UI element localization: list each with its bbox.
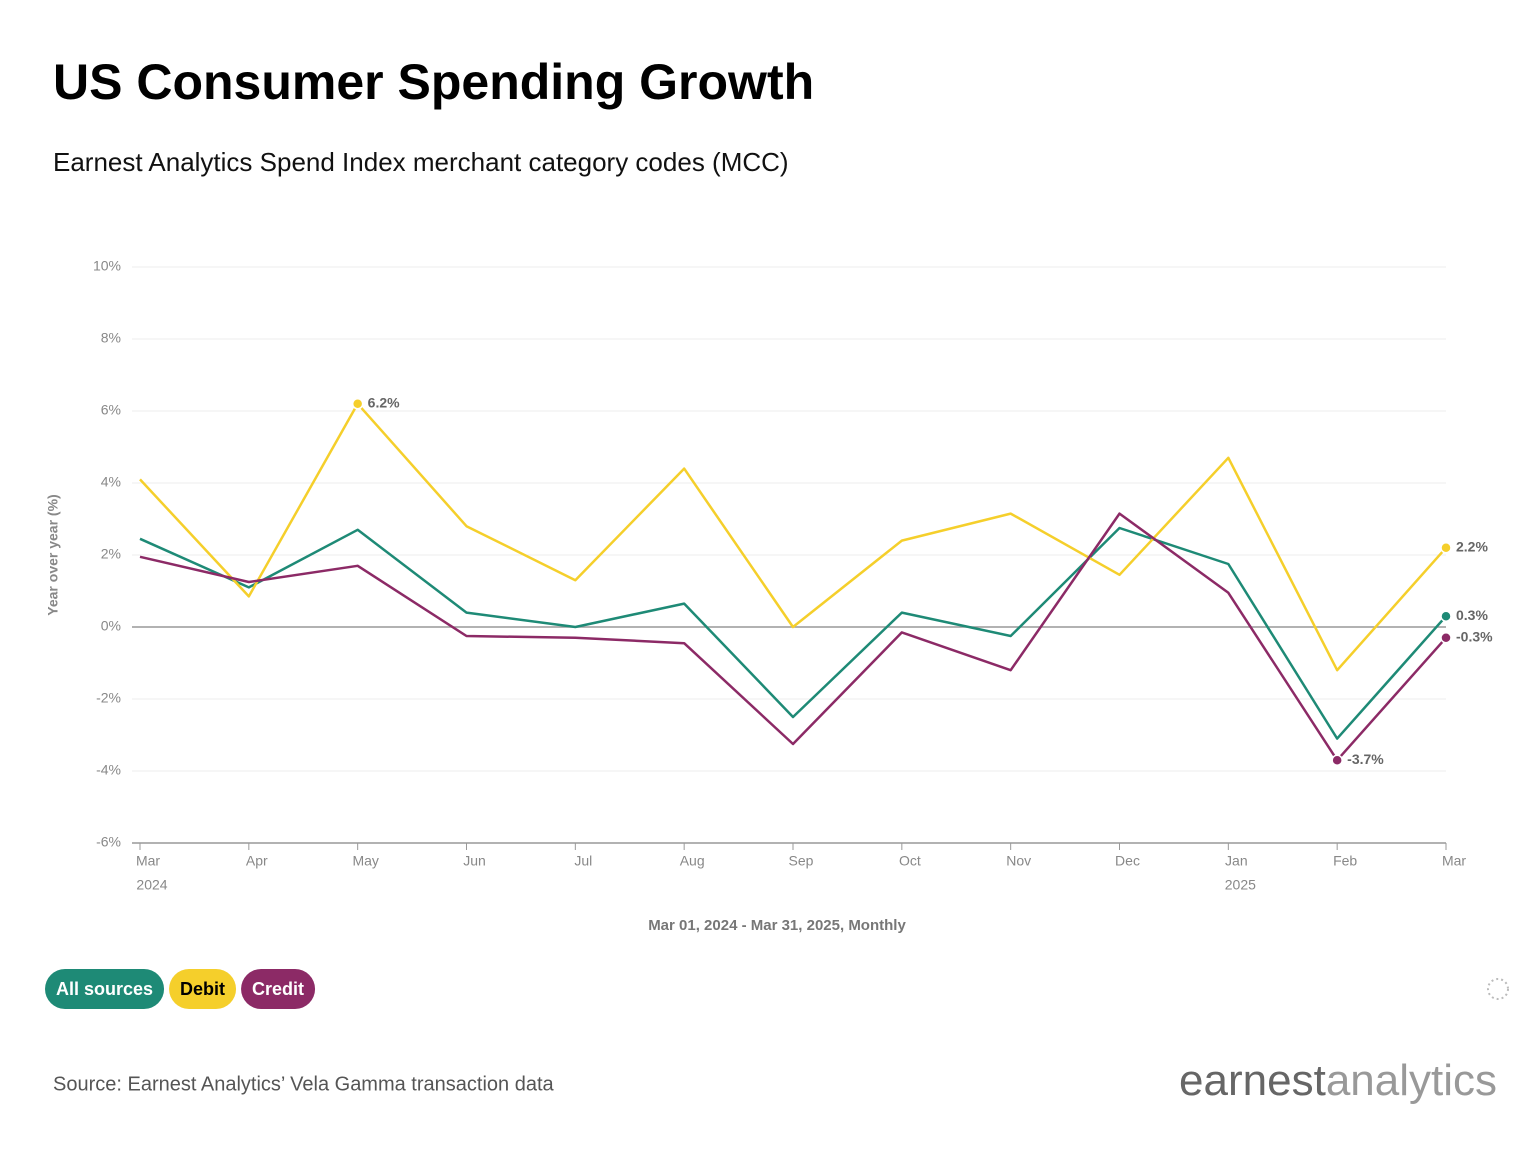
y-tick-label: 2%	[101, 546, 121, 562]
data-label: 2.2%	[1456, 539, 1488, 555]
source-note: Source: Earnest Analytics’ Vela Gamma tr…	[53, 1073, 555, 1095]
legend-pill[interactable]	[169, 969, 237, 1009]
data-point	[1440, 610, 1452, 622]
x-tick-label: Apr	[246, 853, 268, 869]
y-tick-label: 6%	[101, 402, 121, 418]
legend-item[interactable]: Debit	[169, 969, 237, 1009]
x-tick-label: Mar	[136, 853, 160, 869]
x-tick-label: Oct	[899, 853, 921, 869]
y-tick-label: 8%	[101, 330, 121, 346]
series-line	[139, 526, 1447, 740]
y-tick-label: -6%	[96, 834, 121, 850]
legend-pill[interactable]	[45, 969, 165, 1009]
data-label: 6.2%	[368, 395, 400, 411]
logo-part: analytics	[1326, 1056, 1497, 1105]
x-tick-label: Sep	[789, 853, 814, 869]
x-tick-label: Nov	[1006, 853, 1031, 869]
data-point	[1440, 542, 1452, 554]
y-tick-label: 10%	[93, 258, 121, 274]
chart-title: US Consumer Spending Growth	[53, 54, 814, 110]
x-year-label: 2025	[1225, 877, 1256, 893]
x-tick-label: Jun	[463, 853, 486, 869]
data-label: 0.3%	[1456, 607, 1488, 623]
y-tick-label: -2%	[96, 690, 121, 706]
y-tick-label: 4%	[101, 474, 121, 490]
x-tick-label: Aug	[680, 853, 705, 869]
series-line	[139, 512, 1447, 762]
logo-part: earnest	[1179, 1056, 1326, 1105]
legend: All sources Debit Credit	[45, 969, 316, 1009]
legend-label[interactable]: All sources	[56, 979, 153, 999]
legend-item[interactable]: All sources	[45, 969, 165, 1009]
data-point	[1440, 632, 1452, 644]
x-caption: Mar 01, 2024 - Mar 31, 2025, Monthly	[648, 917, 906, 934]
y-tick-label: -4%	[96, 762, 121, 778]
series-line	[139, 402, 1447, 672]
settings-icon[interactable]	[1487, 978, 1509, 1000]
data-point	[1331, 754, 1343, 766]
data-label: -3.7%	[1347, 751, 1384, 767]
x-tick-label: Mar	[1442, 853, 1466, 869]
legend-item[interactable]: Credit	[241, 969, 316, 1009]
legend-pill[interactable]	[241, 969, 316, 1009]
x-tick-label: Dec	[1115, 853, 1140, 869]
legend-label[interactable]: Debit	[180, 979, 225, 999]
data-label: -0.3%	[1456, 629, 1493, 645]
chart-subtitle: Earnest Analytics Spend Index merchant c…	[53, 147, 789, 177]
x-year-label: 2024	[136, 877, 167, 893]
x-tick-label: Feb	[1333, 853, 1357, 869]
x-tick-label: May	[352, 853, 378, 869]
legend-label[interactable]: Credit	[252, 979, 304, 999]
data-point	[351, 398, 364, 410]
y-axis-label: Year over year (%)	[45, 494, 61, 615]
x-tick-label: Jan	[1225, 853, 1248, 869]
x-tick-label: Jul	[574, 853, 592, 869]
logo: earnestanalytics	[1179, 1056, 1497, 1105]
y-tick-label: 0%	[101, 618, 121, 634]
